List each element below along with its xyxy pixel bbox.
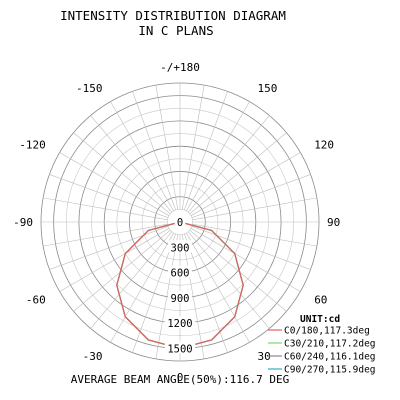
grid-spoke [189, 132, 287, 215]
grid-spoke [186, 232, 250, 343]
legend-entry: C0/180,117.3deg [284, 326, 370, 337]
radial-label: 900 [171, 293, 190, 305]
radial-label-bg [168, 265, 192, 278]
grid-spoke [181, 234, 205, 359]
radial-labels: 0 300 600 900 1200 1500 [164, 215, 196, 355]
grid-spoke [59, 228, 170, 292]
grid-spoke [187, 231, 270, 329]
grid-spoke [155, 234, 179, 359]
radial-label-bg [168, 240, 192, 253]
grid-spoke [184, 233, 228, 353]
average-beam-angle: AVERAGE BEAM ANGLE(50%):116.7 DEG [71, 373, 290, 386]
grid-spoke [43, 197, 168, 221]
radial-label-bg [164, 341, 196, 354]
angle-label: -60 [26, 294, 46, 307]
grid-spoke [190, 152, 301, 216]
grid-spoke [155, 85, 179, 210]
radial-label: 300 [171, 242, 190, 254]
angle-label: -90 [13, 216, 33, 229]
radial-label-bg [164, 316, 196, 329]
grid-spoke [184, 91, 228, 211]
angle-label: 30 [258, 350, 271, 363]
grid-spoke [191, 226, 311, 270]
grid-spoke [187, 115, 270, 213]
legend-entry: C60/240,116.1deg [284, 352, 376, 363]
angle-label: 120 [314, 139, 334, 152]
angle-label: -30 [83, 350, 103, 363]
radial-label: 1500 [167, 343, 192, 355]
grid-spoke [190, 228, 301, 292]
grid-spoke [110, 101, 174, 212]
grid-spoke [192, 223, 317, 247]
angle-label: 0 [177, 371, 184, 384]
grid-spoke [181, 85, 205, 210]
legend: UNIT:cd C0/180,117.3deg C30/210,117.2deg C… [268, 314, 376, 376]
radial-label: 600 [171, 268, 190, 280]
radial-label: 1200 [167, 318, 192, 330]
radial-label-bg [174, 215, 186, 227]
unit-label: UNIT:cd [300, 314, 340, 325]
angle-label: 90 [327, 216, 340, 229]
grid-spoke [191, 174, 311, 218]
angle-label: -150 [76, 82, 103, 95]
grid-spoke [49, 174, 169, 218]
grid-spoke [73, 229, 171, 312]
grid-spoke [110, 232, 174, 343]
chart-title-line1: INTENSITY DISTRIBUTION DIAGRAM [60, 8, 286, 23]
grid-spoke [132, 91, 176, 211]
grid-spoke [73, 132, 171, 215]
legend-entry: C30/210,117.2deg [284, 339, 376, 350]
grid-spoke [186, 101, 250, 212]
grid-spoke [189, 229, 287, 312]
angle-label: -/+180 [160, 61, 200, 74]
legend-entry: C90/270,115.9deg [284, 365, 376, 376]
radial-label-bg [168, 290, 192, 303]
grid-spoke [49, 226, 169, 270]
grid-spoke [59, 152, 170, 216]
radial-label: 0 [177, 217, 183, 229]
angle-label: 60 [314, 294, 327, 307]
grid-spoke [192, 197, 317, 221]
grid-spoke [132, 233, 176, 353]
angle-label: 150 [258, 82, 278, 95]
grid-spoke [90, 115, 173, 213]
grid-spoke [90, 231, 173, 329]
angle-label: -120 [19, 139, 46, 152]
chart-title-line2: IN C PLANS [138, 23, 213, 38]
grid-spoke [43, 223, 168, 247]
